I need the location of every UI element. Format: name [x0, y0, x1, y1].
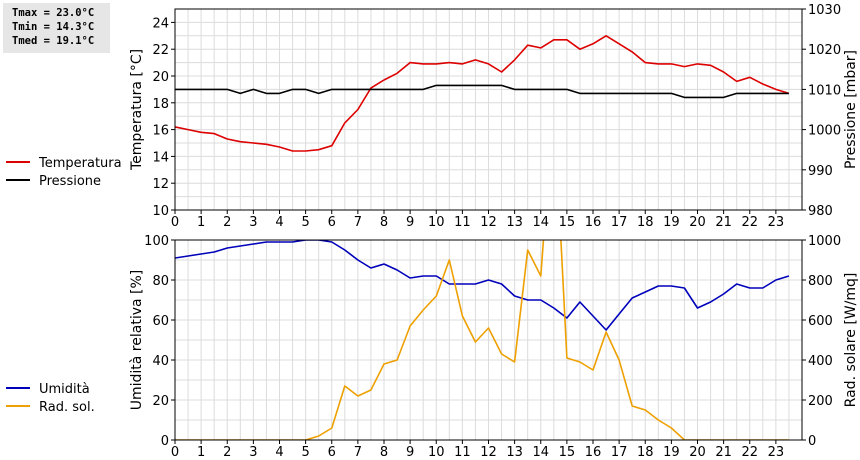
- y-axis-label-right: Pressione [mbar]: [843, 50, 859, 169]
- tmax-label: Tmax = 23.0°C: [12, 7, 95, 19]
- x-tick-label: 20: [689, 445, 706, 460]
- x-tick-label: 17: [611, 215, 628, 230]
- y-tick-label-left: 14: [152, 150, 169, 165]
- y-tick-label-right: 400: [808, 354, 833, 369]
- y-tick-label-left: 0: [161, 434, 169, 449]
- x-tick-label: 21: [715, 215, 732, 230]
- x-tick-label: 12: [480, 215, 497, 230]
- x-tick-label: 7: [354, 445, 362, 460]
- x-tick-label: 5: [301, 445, 309, 460]
- y-tick-label-left: 60: [152, 314, 169, 329]
- y-tick-label-right: 1000: [808, 124, 841, 139]
- x-tick-label: 13: [506, 445, 523, 460]
- x-tick-label: 8: [380, 445, 388, 460]
- chart-panel-2: 0 1 2 3 4 5 6 7 8 9 10 11 12 13 14 15 16 17 18 19 20 21 22 2302…: [6, 234, 859, 460]
- y-tick-label-right: 980: [808, 204, 833, 219]
- x-tick-label: 17: [611, 445, 628, 460]
- chart-panel-1: 0 1 2 3 4 5 6 7 8 9 10 11 12 13 14 15 16 17 18 19 20 21 22 2310…: [6, 3, 859, 230]
- y-tick-label-right: 600: [808, 314, 833, 329]
- y-tick-label-right: 0: [808, 434, 816, 449]
- x-tick-label: 6: [328, 445, 336, 460]
- x-tick-label: 1: [197, 445, 205, 460]
- y-tick-label-right: 800: [808, 274, 833, 289]
- y-tick-label-left: 40: [152, 354, 169, 369]
- x-tick-label: 18: [637, 215, 654, 230]
- x-tick-label: 10: [428, 215, 445, 230]
- y-tick-label-right: 1020: [808, 43, 841, 58]
- series-line-2-2: [175, 240, 789, 440]
- x-tick-label: 16: [585, 445, 602, 460]
- y-tick-label-left: 10: [152, 204, 169, 219]
- legend-label: Pressione: [39, 174, 101, 189]
- x-tick-label: 23: [768, 445, 785, 460]
- x-tick-label: 12: [480, 445, 497, 460]
- x-tick-label: 0: [171, 445, 179, 460]
- x-tick-label: 14: [532, 215, 549, 230]
- x-tick-label: 22: [741, 215, 758, 230]
- x-tick-label: 0: [171, 215, 179, 230]
- x-tick-label: 18: [637, 445, 654, 460]
- legend-label: Temperatura: [38, 156, 122, 171]
- grid: [175, 9, 802, 210]
- x-tick-label: 19: [663, 215, 680, 230]
- x-tick-label: 8: [380, 215, 388, 230]
- legend-label: Rad. sol.: [39, 400, 95, 415]
- y-axis-label-left: Umidità relativa [%]: [129, 270, 145, 411]
- series-line-2-1: [175, 240, 790, 331]
- y-axis-label-right: Rad. solare [W/mq]: [843, 273, 859, 408]
- y-tick-label-left: 80: [152, 274, 169, 289]
- y-tick-label-left: 100: [144, 234, 169, 249]
- x-tick-label: 3: [249, 445, 257, 460]
- x-tick-label: 7: [354, 215, 362, 230]
- x-tick-label: 11: [454, 445, 471, 460]
- x-tick-label: 9: [406, 215, 414, 230]
- x-tick-label: 2: [223, 215, 231, 230]
- x-tick-label: 20: [689, 215, 706, 230]
- x-tick-label: 16: [585, 215, 602, 230]
- x-tick-label: 3: [249, 215, 257, 230]
- x-tick-label: 4: [275, 215, 283, 230]
- x-tick-label: 15: [559, 445, 576, 460]
- series-line-1-2: [175, 84, 789, 99]
- y-tick-label-left: 16: [152, 124, 169, 139]
- x-tick-label: 13: [506, 215, 523, 230]
- y-tick-label-left: 12: [152, 177, 169, 192]
- x-tick-label: 2: [223, 445, 231, 460]
- y-tick-label-left: 22: [152, 43, 169, 58]
- x-tick-label: 15: [559, 215, 576, 230]
- x-tick-label: 22: [741, 445, 758, 460]
- y-tick-label-left: 24: [152, 16, 169, 31]
- x-tick-label: 23: [768, 215, 785, 230]
- y-tick-label-right: 990: [808, 164, 833, 179]
- y-tick-label-right: 1030: [808, 3, 841, 18]
- x-tick-label: 19: [663, 445, 680, 460]
- x-tick-label: 11: [454, 215, 471, 230]
- x-tick-label: 1: [197, 215, 205, 230]
- x-tick-label: 6: [328, 215, 336, 230]
- x-tick-label: 10: [428, 445, 445, 460]
- grid: [175, 240, 802, 440]
- x-tick-label: 4: [275, 445, 283, 460]
- series-line-1-1: [175, 34, 790, 152]
- y-tick-label-left: 18: [152, 97, 169, 112]
- y-tick-label-right: 1010: [808, 83, 841, 98]
- y-tick-label-right: 200: [808, 394, 833, 409]
- x-tick-label: 21: [715, 445, 732, 460]
- tmin-label: Tmin = 14.3°C: [12, 21, 95, 33]
- y-tick-label-left: 20: [152, 70, 169, 85]
- tmed-label: Tmed = 19.1°C: [12, 35, 95, 47]
- y-tick-label-right: 1000: [808, 234, 841, 249]
- x-tick-label: 9: [406, 445, 414, 460]
- y-axis-label-left: Temperatura [°C]: [129, 49, 145, 171]
- stats-box: Tmax = 23.0°C Tmin = 14.3°C Tmed = 19.1°…: [3, 3, 110, 53]
- x-tick-label: 5: [301, 215, 309, 230]
- x-tick-label: 14: [532, 445, 549, 460]
- legend-label: Umidità: [39, 382, 90, 397]
- y-tick-label-left: 20: [152, 394, 169, 409]
